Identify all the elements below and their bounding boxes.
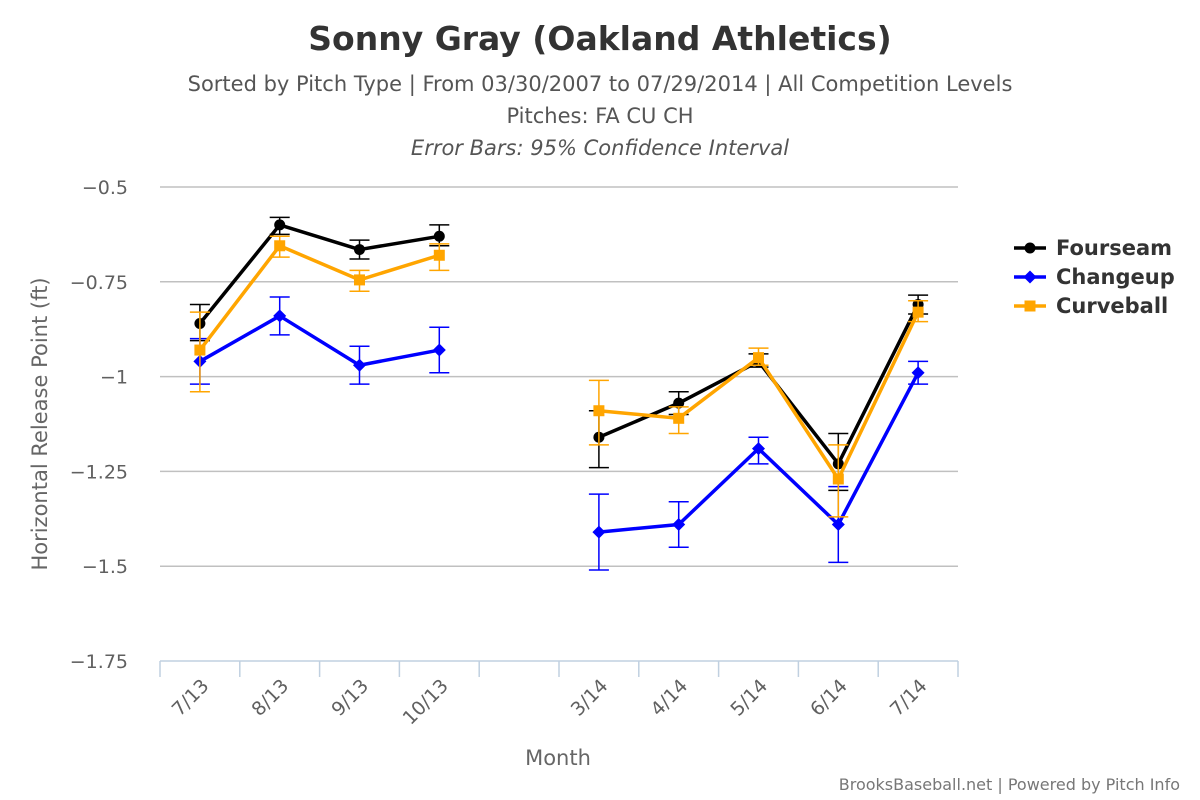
data-point bbox=[354, 274, 365, 286]
y-tick-label: −1 bbox=[100, 367, 128, 389]
data-point bbox=[831, 517, 845, 531]
series-line bbox=[199, 314, 440, 367]
data-point bbox=[832, 473, 844, 485]
x-tick-label: 10/13 bbox=[399, 675, 453, 729]
series-line bbox=[198, 223, 440, 325]
legend-marker bbox=[1024, 242, 1036, 254]
x-tick-label: 4/14 bbox=[647, 675, 693, 721]
chart-subtitle-line-1: Sorted by Pitch Type | From 03/30/2007 t… bbox=[188, 72, 1013, 97]
y-tick-label: −0.75 bbox=[70, 272, 128, 294]
data-point bbox=[274, 240, 286, 252]
data-point bbox=[432, 343, 446, 357]
data-point bbox=[753, 352, 764, 364]
data-point bbox=[673, 412, 685, 424]
legend-label: Changeup bbox=[1056, 265, 1175, 289]
legend-label: Fourseam bbox=[1056, 236, 1172, 260]
y-axis-ticks: −0.5 −0.75 −1 −1.25 −1.5 −1.75 bbox=[70, 177, 128, 673]
data-point bbox=[752, 442, 765, 456]
gridlines bbox=[160, 186, 958, 567]
legend-marker bbox=[1024, 300, 1036, 312]
data-point bbox=[592, 525, 606, 539]
chart-title: Sonny Gray (Oakland Athletics) bbox=[308, 19, 891, 58]
x-tick-label: 6/14 bbox=[806, 675, 852, 721]
data-point bbox=[911, 366, 925, 380]
credit-text: BrooksBaseball.net | Powered by Pitch In… bbox=[839, 775, 1180, 794]
y-tick-label: −0.5 bbox=[82, 177, 128, 199]
legend-marker bbox=[1023, 270, 1037, 284]
data-point bbox=[433, 249, 445, 261]
data-point bbox=[593, 405, 605, 417]
data-point bbox=[673, 397, 685, 409]
series-layer bbox=[189, 216, 929, 571]
series-line bbox=[198, 244, 440, 352]
legend-item-fourseam: Fourseam bbox=[1014, 236, 1172, 260]
legend-item-changeup: Changeup bbox=[1014, 265, 1175, 289]
data-point bbox=[912, 306, 924, 318]
legend-label: Curveball bbox=[1056, 294, 1168, 318]
series-curveball bbox=[189, 235, 929, 518]
error-bars-note: Error Bars: 95% Confidence Interval bbox=[411, 136, 789, 160]
data-point bbox=[273, 309, 287, 323]
x-tick-label: 7/14 bbox=[886, 675, 932, 721]
x-axis: 7/13 8/13 9/13 10/13 3/14 4/14 5/14 6/14 7/14 bbox=[159, 660, 959, 729]
series-changeup bbox=[189, 296, 929, 571]
data-point bbox=[672, 517, 686, 531]
data-point bbox=[353, 358, 366, 372]
y-tick-label: −1.25 bbox=[70, 461, 128, 483]
x-tick-label: 9/13 bbox=[327, 675, 373, 721]
data-point bbox=[433, 230, 445, 242]
x-tick-label: 8/13 bbox=[248, 675, 294, 721]
x-tick-label: 5/14 bbox=[726, 675, 772, 721]
data-point bbox=[194, 344, 206, 356]
data-point bbox=[354, 244, 365, 256]
x-axis-title: Month bbox=[525, 746, 591, 770]
y-tick-label: −1.5 bbox=[82, 556, 128, 578]
y-tick-label: −1.75 bbox=[70, 651, 128, 673]
legend-item-curveball: Curveball bbox=[1014, 294, 1168, 318]
data-point bbox=[274, 219, 286, 231]
x-tick-label: 7/13 bbox=[168, 675, 214, 721]
x-tick-label: 3/14 bbox=[567, 675, 613, 721]
y-axis-title: Horizontal Release Point (ft) bbox=[28, 277, 52, 570]
legend: Fourseam Changeup Curveball bbox=[1014, 236, 1175, 318]
chart-subtitle-line-2: Pitches: FA CU CH bbox=[506, 104, 693, 128]
